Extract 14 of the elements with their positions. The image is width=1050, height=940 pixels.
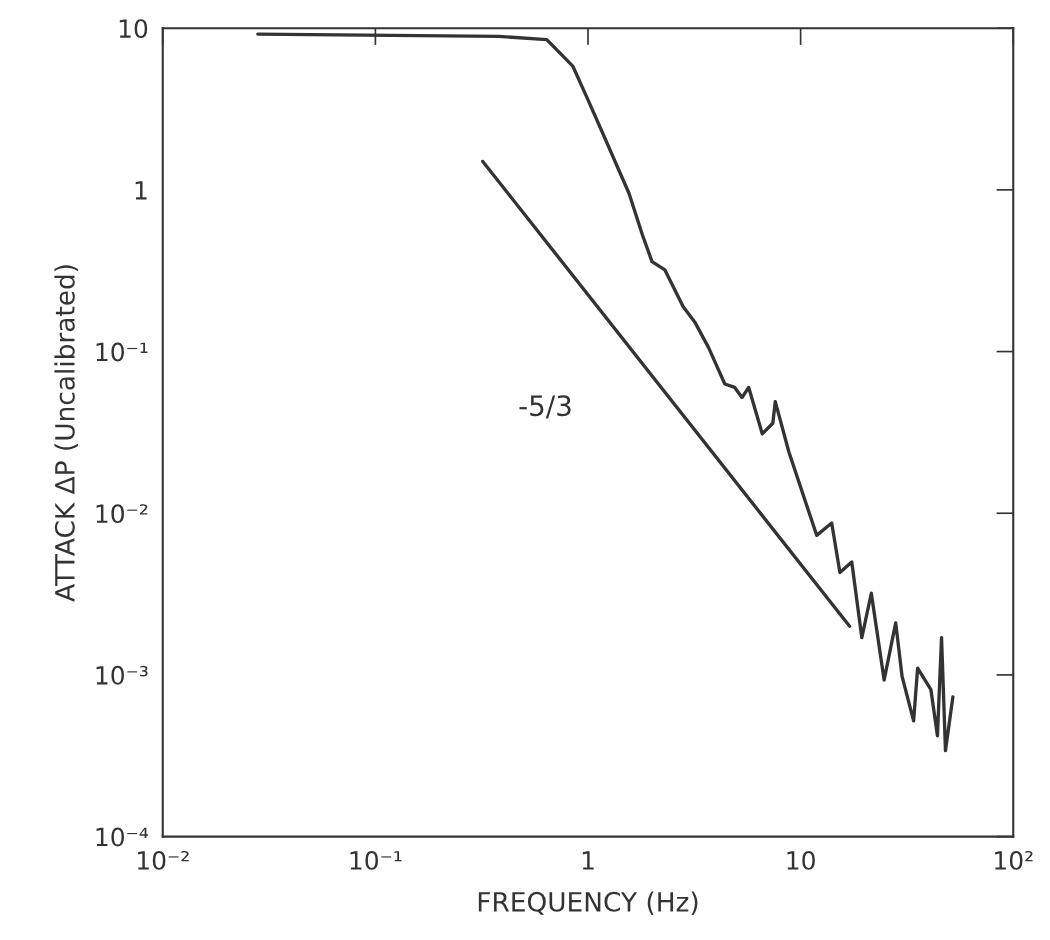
x-tick-label: 1 — [582, 851, 594, 870]
x-tick-label: 10⁻¹ — [350, 850, 402, 870]
annotation: -5/3 — [519, 395, 571, 419]
y-tick-label: 10 — [119, 19, 148, 39]
x-tick-label: 10⁻² — [137, 850, 189, 870]
y-tick-label: 1 — [135, 181, 147, 200]
y-axis-title: ATTACK ΔP (Uncalibrated) — [54, 265, 78, 602]
x-tick-label: 10 — [787, 850, 815, 870]
y-tick-label: 10⁻³ — [96, 665, 148, 685]
x-axis-title: FREQUENCY (Hz) — [478, 891, 698, 915]
y-tick-label: 10⁻⁴ — [96, 827, 149, 847]
y-tick-label: 10⁻¹ — [96, 342, 148, 362]
y-tick-label: 10⁻² — [96, 504, 148, 524]
x-tick-label: 10² — [995, 850, 1033, 870]
